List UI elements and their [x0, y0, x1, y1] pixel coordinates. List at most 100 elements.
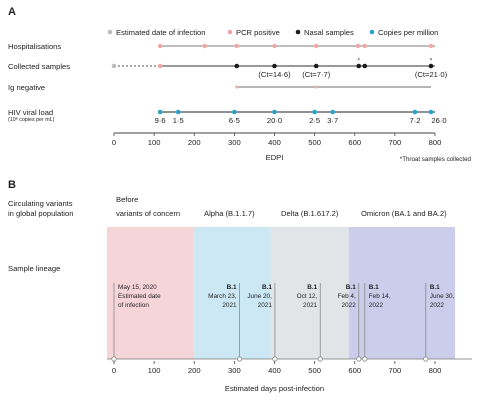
legend-marker-2: [295, 29, 301, 35]
hospitalisation-point-1: [202, 43, 207, 49]
nasal-sample-point-0: [234, 63, 240, 69]
era-band-0: [107, 227, 195, 359]
edpi-tick-label-1: 100: [148, 138, 161, 147]
event-text-4-1: 2022: [342, 302, 357, 309]
viral-load-point-2: [232, 109, 237, 115]
event-text-3-0: Oct 12,: [297, 293, 318, 300]
era-band-1: [194, 227, 271, 359]
hospitalisation-point-5: [355, 43, 361, 49]
hospitalisation-point-4: [314, 43, 319, 49]
event-lineage-6: B.1: [430, 284, 440, 291]
event-text-5-1: 2022: [369, 302, 384, 309]
hospitalisation-point-0: [157, 43, 163, 49]
legend-marker-3: [369, 29, 375, 35]
nasal-sample-point-3: [356, 63, 362, 69]
edpi-axis-title: EDPI: [266, 153, 284, 162]
viral-load-value-3: 20·0: [267, 116, 282, 125]
viral-load-point-1: [175, 109, 181, 115]
event-text-4-0: Feb 4,: [338, 293, 356, 300]
variants-label-line2: in global population: [8, 209, 73, 218]
legend-marker-0: [107, 29, 113, 35]
event-lineage-3: B.1: [307, 284, 317, 291]
row-label-0: Hospitalisations: [8, 42, 61, 51]
throat-footnote: *Throat samples collected: [400, 156, 472, 163]
legend-label-3: Copies per million: [378, 28, 438, 37]
event-marker-5: [362, 356, 368, 362]
event-lineage-2: B.1: [262, 284, 272, 291]
event-text-0-1: Estimated date: [118, 293, 161, 300]
days-tick-label-6: 600: [348, 366, 361, 375]
event-text-3-1: 2021: [303, 302, 318, 309]
viral-load-value-5: 3·7: [327, 116, 338, 125]
first-pcr-point: [157, 63, 163, 69]
era-title-1: Alpha (B.1.1.7): [204, 209, 255, 218]
days-tick-label-8: 800: [429, 366, 442, 375]
days-axis-title: Estimated days post-infection: [225, 384, 324, 393]
event-marker-4: [356, 356, 362, 362]
event-text-1-1: 2021: [222, 302, 237, 309]
event-marker-1: [236, 356, 243, 362]
hospitalisation-point-7: [428, 43, 434, 49]
event-marker-3: [317, 356, 323, 362]
nasal-sample-point-4: [362, 63, 368, 69]
row-sublabel-viral: (10⁶ copies per mL): [8, 117, 55, 123]
era-title-0-line1: Before: [116, 195, 138, 204]
ig-negative-mark-0: [235, 85, 239, 89]
days-tick-label-5: 500: [308, 366, 321, 375]
era-title-3: Omicron (BA.1 and BA.2): [361, 209, 447, 218]
panel-b-letter: B: [8, 179, 16, 191]
viral-load-value-4: 2·5: [309, 116, 320, 125]
legend-label-2: Nasal samples: [304, 28, 354, 37]
viral-load-point-7: [428, 109, 434, 115]
event-text-5-0: Feb 14,: [369, 293, 391, 300]
edpi-tick-label-7: 700: [389, 138, 402, 147]
row-label-1: Collected samples: [8, 62, 70, 71]
edpi-tick-label-5: 500: [308, 138, 321, 147]
event-marker-0: [111, 356, 117, 362]
event-text-1-0: March 23,: [208, 293, 237, 300]
days-tick-label-1: 100: [148, 366, 161, 375]
event-text-2-1: 2021: [258, 302, 273, 309]
era-band-2: [270, 227, 349, 359]
variants-label-line1: Circulating variants: [8, 199, 73, 208]
viral-load-point-4: [312, 109, 317, 115]
estimated-infection-point: [111, 63, 117, 69]
ct-label-0: (Ct=14·6): [258, 70, 291, 79]
throat-marker-0: *: [358, 59, 361, 65]
hospitalisation-point-6: [362, 43, 367, 49]
ig-negative-mark-1: [314, 85, 318, 89]
ct-label-2: (Ct=21·0): [415, 70, 448, 79]
viral-load-value-6: 7·2: [409, 116, 420, 125]
row-label-3: HIV viral load: [8, 108, 53, 117]
event-text-6-0: June 30,: [430, 293, 455, 300]
event-marker-6: [423, 356, 429, 362]
event-text-2-0: June 20,: [247, 293, 272, 300]
event-text-0-0: May 15, 2020: [118, 284, 157, 291]
lineage-label: Sample lineage: [8, 264, 60, 273]
days-tick-label-4: 400: [268, 366, 281, 375]
edpi-tick-label-2: 200: [188, 138, 201, 147]
era-title-0-line2: variants of concern: [116, 209, 180, 218]
row-label-2: Ig negative: [8, 83, 45, 92]
ct-label-1: (Ct=7·7): [302, 70, 331, 79]
nasal-sample-point-1: [272, 63, 277, 69]
event-marker-2: [272, 356, 278, 362]
legend-marker-1: [227, 29, 233, 35]
edpi-tick-label-8: 800: [429, 138, 442, 147]
viral-load-value-2: 6·5: [229, 116, 240, 125]
days-tick-label-0: 0: [112, 366, 116, 375]
event-lineage-1: B.1: [227, 284, 237, 291]
event-lineage-4: B.1: [346, 284, 356, 291]
era-title-2: Delta (B.1.617.2): [281, 209, 339, 218]
legend-label-0: Estimated date of infection: [116, 28, 206, 37]
edpi-tick-label-6: 600: [348, 138, 361, 147]
edpi-tick-label-0: 0: [112, 138, 116, 147]
hospitalisation-point-3: [272, 43, 277, 49]
viral-load-point-5: [330, 109, 335, 115]
throat-marker-1: *: [430, 59, 433, 65]
panel-a-letter: A: [8, 6, 16, 18]
days-tick-label-3: 300: [228, 366, 241, 375]
edpi-tick-label-4: 400: [268, 138, 281, 147]
hospitalisation-point-2: [234, 43, 239, 49]
